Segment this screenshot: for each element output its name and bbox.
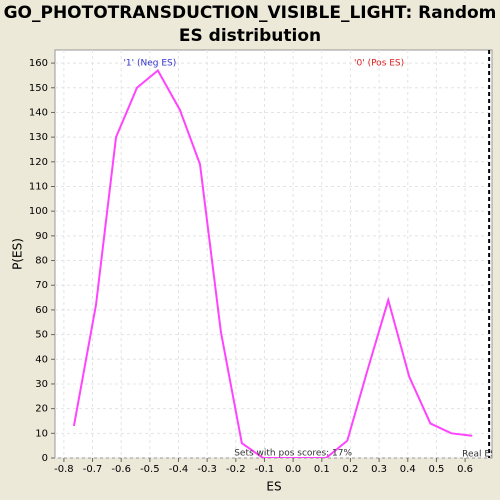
y-tick-label: 90 bbox=[35, 231, 48, 242]
x-tick-label: 0.5 bbox=[428, 464, 444, 475]
x-tick-label: 0.3 bbox=[371, 464, 387, 475]
y-tick-label: 0 bbox=[42, 453, 48, 464]
y-tick-label: 140 bbox=[29, 107, 48, 118]
data-line bbox=[72, 68, 473, 458]
y-tick-label: 130 bbox=[29, 132, 48, 143]
x-tick-label: 0.0 bbox=[285, 464, 301, 475]
plot-area bbox=[54, 49, 493, 459]
plot-content: Real ES '1' (Neg ES) '0' (Pos ES) Sets with… bbox=[72, 50, 496, 460]
x-tick-label: -0.5 bbox=[140, 464, 160, 475]
x-tick-label: -0.3 bbox=[197, 464, 217, 475]
y-tick-label: 50 bbox=[35, 330, 48, 341]
y-tick-label: 160 bbox=[29, 58, 48, 69]
x-tick-label: -0.6 bbox=[111, 464, 131, 475]
x-tick-label: -0.2 bbox=[226, 464, 246, 475]
x-axis-label: ES bbox=[266, 480, 281, 494]
annotation: Sets with pos scores: 17% bbox=[234, 449, 352, 459]
y-tick-label: 10 bbox=[35, 428, 48, 439]
y-tick-label: 60 bbox=[35, 305, 48, 316]
annotation: '0' (Pos ES) bbox=[354, 59, 404, 69]
x-tick-label: 0.2 bbox=[342, 464, 358, 475]
y-axis-label: P(ES) bbox=[11, 238, 25, 270]
y-tick-label: 80 bbox=[35, 256, 48, 267]
real-es-label: Real ES bbox=[462, 450, 496, 460]
x-tick-label: 0.1 bbox=[314, 464, 330, 475]
x-tick-label: -0.7 bbox=[83, 464, 103, 475]
chart-title: GO_PHOTOTRANSDUCTION_VISIBLE_LIGHT: Rand… bbox=[3, 3, 497, 46]
x-tick-label: -0.8 bbox=[54, 464, 74, 475]
y-tick-label: 40 bbox=[35, 354, 48, 365]
y-tick-label: 20 bbox=[35, 404, 48, 415]
y-tick-label: 150 bbox=[29, 83, 48, 94]
y-tick-label: 70 bbox=[35, 280, 48, 291]
x-tick-label: 0.6 bbox=[457, 464, 473, 475]
annotation: '1' (Neg ES) bbox=[123, 59, 176, 69]
x-tick-label: -0.4 bbox=[169, 464, 189, 475]
y-tick-label: 30 bbox=[35, 379, 48, 390]
x-tick-label: 0.4 bbox=[400, 464, 416, 475]
y-tick-label: 110 bbox=[29, 181, 48, 192]
y-tick-label: 100 bbox=[29, 206, 48, 217]
x-tick-label: -0.1 bbox=[255, 464, 275, 475]
y-tick-label: 120 bbox=[29, 157, 48, 168]
